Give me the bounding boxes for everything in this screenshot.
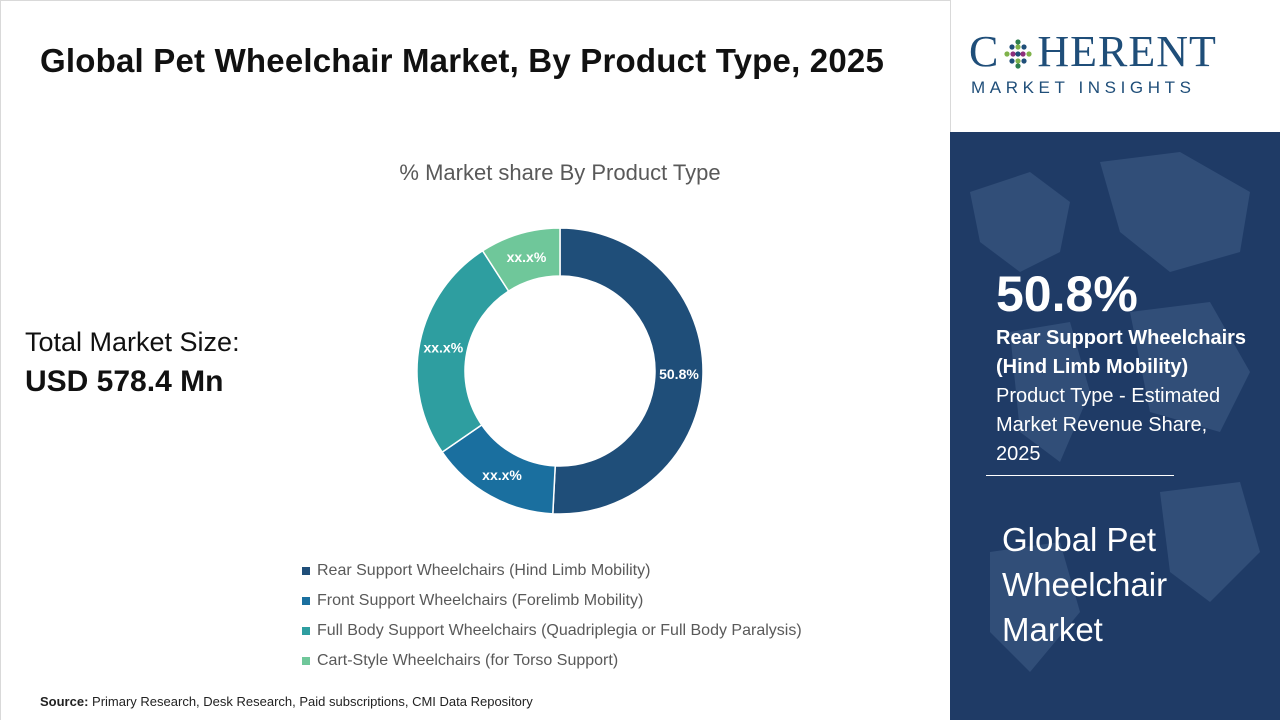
legend-item: Full Body Support Wheelchairs (Quadriple…	[302, 616, 902, 646]
logo-tagline: MARKET INSIGHTS	[971, 78, 1196, 97]
legend-item: Cart-Style Wheelchairs (for Torso Suppor…	[302, 646, 902, 676]
legend-item: Front Support Wheelchairs (Forelimb Mobi…	[302, 586, 902, 616]
legend-swatch	[302, 657, 310, 665]
legend-swatch	[302, 567, 310, 575]
legend-label: Front Support Wheelchairs (Forelimb Mobi…	[317, 592, 644, 609]
legend-swatch	[302, 597, 310, 605]
logo-area: C HERENT MARKET INSIGHTS	[950, 0, 1280, 132]
panel-divider	[986, 475, 1174, 476]
market-size-block: Total Market Size: USD 578.4 Mn	[25, 326, 325, 402]
source-note: Source: Primary Research, Desk Research,…	[40, 694, 533, 709]
logo-emblem-icon	[1000, 34, 1036, 70]
market-size-label: Total Market Size:	[25, 327, 240, 357]
legend-label: Cart-Style Wheelchairs (for Torso Suppor…	[317, 652, 619, 669]
logo-wordmark: C HERENT	[969, 28, 1217, 76]
legend-label: Full Body Support Wheelchairs (Quadriple…	[317, 622, 802, 639]
market-size-value: USD 578.4 Mn	[25, 365, 224, 398]
source-label: Source:	[40, 694, 89, 709]
chart-legend: Rear Support Wheelchairs (Hind Limb Mobi…	[302, 556, 902, 676]
highlight-description: Rear Support Wheelchairs (Hind Limb Mobi…	[996, 324, 1256, 469]
legend-swatch	[302, 627, 310, 635]
world-map-background	[970, 152, 1260, 672]
legend-item: Rear Support Wheelchairs (Hind Limb Mobi…	[302, 556, 902, 586]
highlight-segment: Rear Support Wheelchairs (Hind Limb Mobi…	[996, 327, 1247, 378]
source-text: Primary Research, Desk Research, Paid su…	[92, 694, 533, 709]
panel-title: Global Pet Wheelchair Market	[1002, 521, 1168, 648]
page-title: Global Pet Wheelchair Market, By Product…	[40, 42, 885, 79]
highlight-panel: 50.8% Rear Support Wheelchairs (Hind Lim…	[950, 132, 1280, 720]
chart-subtitle: % Market share By Product Type	[399, 160, 721, 185]
logo-suffix: HERENT	[1037, 27, 1217, 76]
logo-prefix: C	[969, 27, 1000, 76]
highlight-value: 50.8%	[996, 266, 1138, 322]
highlight-caption: Product Type - Estimated Market Revenue …	[996, 385, 1221, 465]
legend-label: Rear Support Wheelchairs (Hind Limb Mobi…	[317, 562, 651, 579]
